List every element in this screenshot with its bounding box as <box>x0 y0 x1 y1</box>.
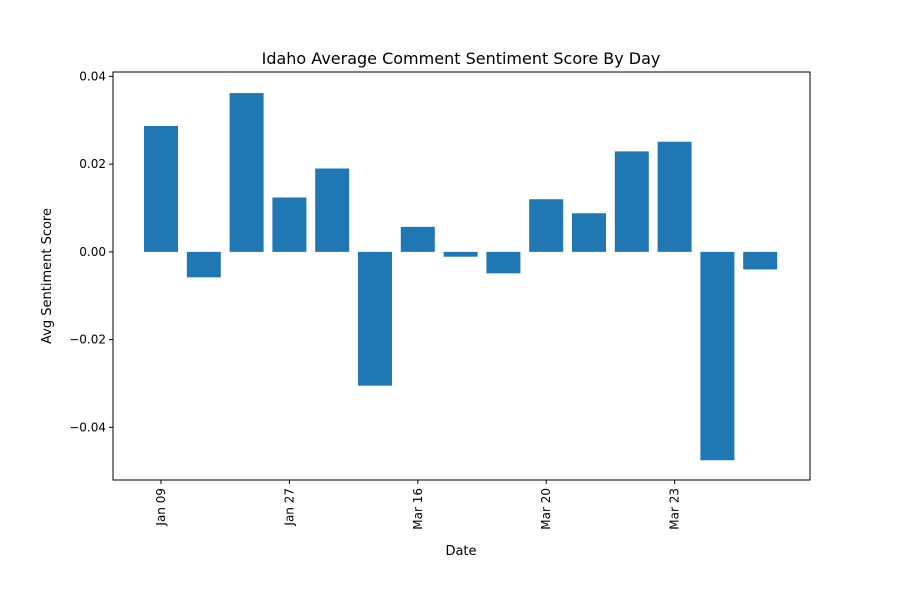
y-tick-label: 0.04 <box>79 69 106 83</box>
y-tick-label: −0.02 <box>69 333 106 347</box>
y-axis-label: Avg Sentiment Score <box>40 208 55 344</box>
bar-9 <box>529 199 564 252</box>
bar-11 <box>614 151 649 252</box>
y-axis: −0.04 −0.02 0.00 0.02 0.04 <box>69 69 113 434</box>
bar-13 <box>700 251 735 461</box>
x-tick-label: Mar 16 <box>411 488 425 530</box>
bar-4 <box>315 168 350 252</box>
x-tick-label: Jan 27 <box>282 488 296 527</box>
x-axis: Jan 09 Jan 27 Mar 16 Mar 20 Mar 23 <box>154 480 682 530</box>
y-tick-label: 0.00 <box>79 245 106 259</box>
bar-8 <box>486 251 521 274</box>
bar-14 <box>743 251 778 270</box>
x-axis-label: Date <box>445 544 476 559</box>
x-tick-label: Jan 09 <box>154 488 168 527</box>
bar-10 <box>572 213 606 252</box>
y-tick-label: 0.02 <box>79 157 106 171</box>
bar-3 <box>272 197 307 252</box>
x-tick-label: Mar 23 <box>668 488 682 530</box>
bar-2 <box>229 93 264 252</box>
bars-group <box>144 93 778 461</box>
plot-frame <box>112 71 811 481</box>
x-tick-label: Mar 20 <box>539 488 553 530</box>
chart-title: Idaho Average Comment Sentiment Score By… <box>262 49 661 68</box>
bar-6 <box>400 226 435 252</box>
bar-1 <box>186 251 221 278</box>
bar-7 <box>443 251 478 257</box>
bar-12 <box>657 141 692 252</box>
y-tick-label: −0.04 <box>69 420 106 434</box>
bar-5 <box>358 251 392 386</box>
bar-0 <box>144 125 178 252</box>
